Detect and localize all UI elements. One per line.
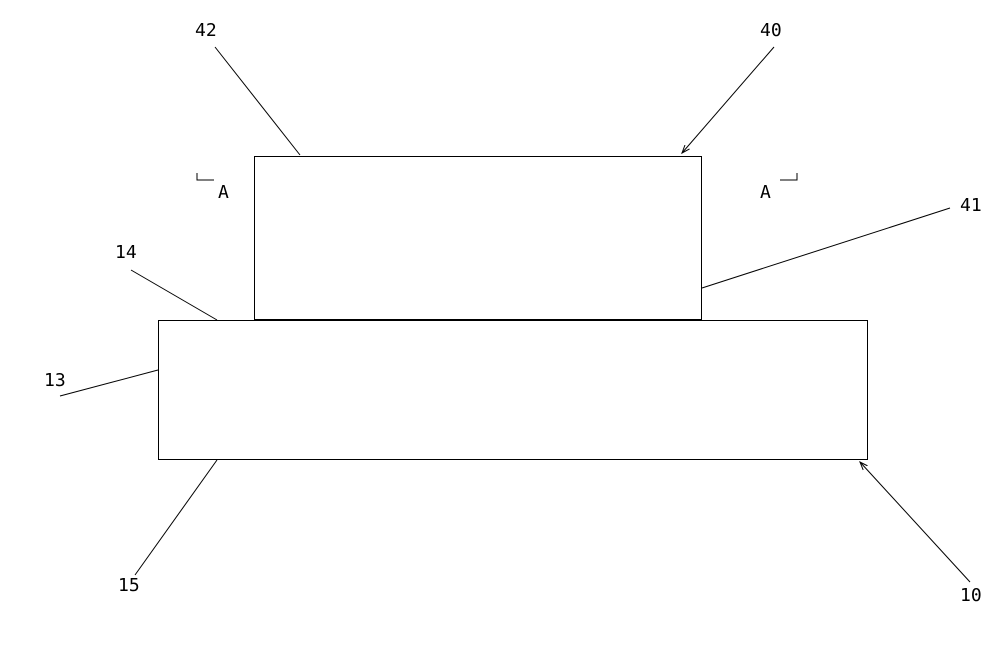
label-14: 14 bbox=[115, 242, 137, 263]
label-10: 10 bbox=[960, 585, 982, 606]
leader-40 bbox=[682, 47, 774, 153]
label-15: 15 bbox=[118, 575, 140, 596]
section-bracket-right bbox=[780, 173, 797, 180]
label-40: 40 bbox=[760, 20, 782, 41]
section-mark-a-right: A bbox=[760, 182, 771, 203]
leader-10 bbox=[860, 462, 970, 582]
leader-14 bbox=[131, 270, 217, 320]
label-42: 42 bbox=[195, 20, 217, 41]
label-13: 13 bbox=[44, 370, 66, 391]
leader-41 bbox=[702, 208, 950, 288]
label-41: 41 bbox=[960, 195, 982, 216]
diagram-container: 42 40 41 14 13 15 10 A A bbox=[0, 0, 1000, 651]
section-bracket-left bbox=[197, 173, 214, 180]
upper-rectangle bbox=[254, 156, 702, 320]
leader-42 bbox=[215, 47, 300, 155]
leader-15 bbox=[135, 460, 217, 575]
leader-13 bbox=[60, 370, 158, 396]
section-mark-a-left: A bbox=[218, 182, 229, 203]
lower-rectangle bbox=[158, 320, 868, 460]
